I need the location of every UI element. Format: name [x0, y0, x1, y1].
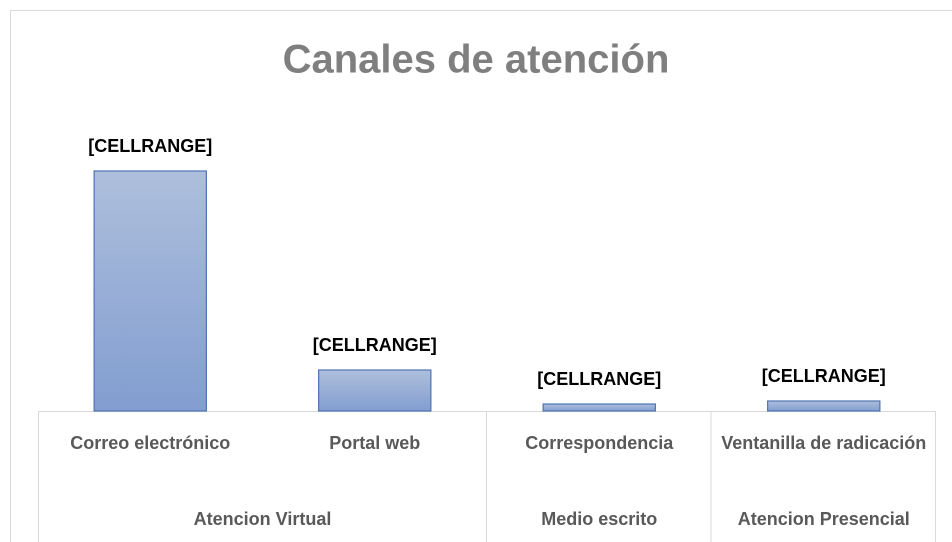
- data-label: [CELLRANGE]: [88, 136, 212, 156]
- data-label: [CELLRANGE]: [762, 366, 886, 386]
- data-label: [CELLRANGE]: [313, 335, 437, 355]
- bar: [93, 170, 207, 412]
- bar: [767, 400, 881, 412]
- group-label: Atencion Presencial: [737, 509, 910, 529]
- chart-title: Canales de atención: [283, 38, 670, 82]
- chart-border: [10, 10, 952, 542]
- bar: [542, 403, 656, 412]
- bar: [318, 369, 432, 412]
- x-tick-label: Correspondencia: [525, 433, 674, 453]
- group-label: Atencion Virtual: [193, 509, 332, 529]
- x-tick-label: Correo electrónico: [70, 433, 231, 453]
- x-tick-label: Portal web: [329, 433, 421, 453]
- group-label: Medio escrito: [541, 509, 658, 529]
- x-tick-label: Ventanilla de radicación: [721, 433, 927, 453]
- data-label: [CELLRANGE]: [537, 369, 661, 389]
